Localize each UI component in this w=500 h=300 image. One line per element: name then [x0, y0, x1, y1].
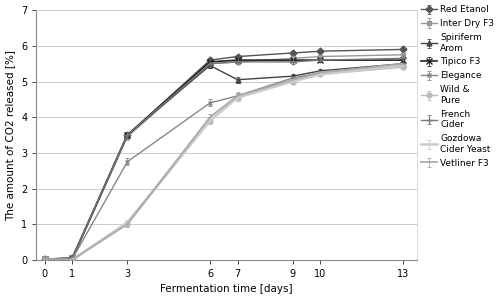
Legend: Red Etanol, Inter Dry F3, Spiriferm
Arom, Tipico F3, Elegance, Wild &
Pure, Fren: Red Etanol, Inter Dry F3, Spiriferm Arom… — [420, 5, 494, 167]
X-axis label: Fermentation time [days]: Fermentation time [days] — [160, 284, 293, 294]
Y-axis label: The amount of CO2 released [%]: The amount of CO2 released [%] — [6, 50, 16, 220]
